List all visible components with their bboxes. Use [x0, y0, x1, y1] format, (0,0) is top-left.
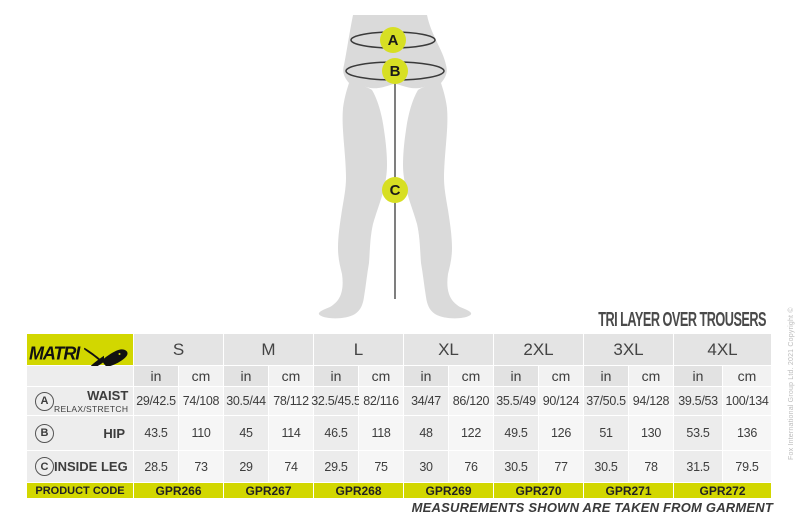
svg-text:MATRI: MATRI: [29, 344, 81, 364]
svg-text:B: B: [390, 63, 401, 80]
svg-text:C: C: [390, 182, 401, 199]
svg-text:A: A: [388, 32, 399, 49]
svg-text:TRI LAYER OVER TROUSERS: TRI LAYER OVER TROUSERS: [598, 308, 766, 331]
